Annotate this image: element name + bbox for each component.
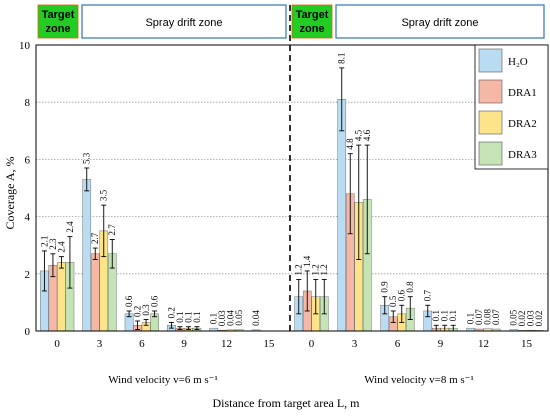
x-tick-label: 6	[139, 338, 145, 350]
legend: H₂O DRA1 DRA2 DRA3	[474, 44, 549, 170]
data-label: 0.1	[448, 310, 458, 321]
bar	[57, 262, 66, 332]
data-label: 2.3	[48, 238, 58, 250]
data-label: 0.1	[192, 311, 202, 322]
data-label: 2.1	[39, 236, 49, 247]
data-label: 0.6	[150, 295, 160, 307]
target-zone-label: Target	[42, 9, 75, 21]
data-label: 1.2	[294, 264, 304, 275]
data-label: 8.1	[337, 53, 347, 64]
data-label: 0.1	[466, 313, 476, 324]
data-label: 2.4	[56, 241, 66, 253]
y-tick-label: 10	[19, 40, 31, 52]
data-label: 2.7	[90, 232, 100, 244]
data-label: 4.8	[345, 138, 355, 150]
target-zone-label: zone	[45, 23, 70, 35]
data-label: 0.1	[175, 311, 185, 322]
y-tick-label: 2	[25, 269, 31, 281]
legend-label: DRA1	[508, 87, 537, 99]
data-label: 4.5	[354, 129, 364, 141]
legend-swatch	[478, 110, 503, 135]
data-label: 0.02	[517, 311, 527, 327]
x-tick-label: 9	[181, 338, 187, 350]
data-label: 0.2	[166, 307, 176, 318]
y-tick-label: 6	[25, 154, 31, 166]
legend-label: DRA2	[508, 118, 537, 130]
data-label: 0.03	[526, 310, 536, 326]
data-label: 0.3	[141, 304, 151, 316]
grid-lines	[36, 101, 548, 275]
target-zone-label: zone	[299, 23, 324, 35]
data-label: 0.04	[226, 310, 236, 326]
data-label: 0.1	[440, 310, 450, 321]
data-label: 0.6	[397, 290, 407, 302]
target-zone-label: Target	[296, 9, 329, 21]
x-tick-label: 3	[97, 338, 103, 350]
panel-footer-label: Wind velocity v=8 m s⁻¹	[364, 374, 474, 386]
data-label: 3.5	[99, 189, 109, 201]
data-label: 2.4	[65, 221, 75, 233]
drift-zone-box	[335, 4, 545, 39]
x-axis-label: Distance from target area L, m	[212, 396, 360, 410]
axis-labels: Coverage A, % Distance from target area …	[3, 157, 360, 410]
x-tick-label: 6	[395, 338, 401, 350]
data-label: 0.07	[474, 309, 484, 325]
data-label: 0.1	[431, 310, 441, 321]
bar	[90, 253, 100, 332]
legend-swatch	[478, 141, 503, 166]
x-tick-label: 9	[438, 338, 444, 350]
data-label: 0.04	[251, 310, 261, 326]
data-label: 0.05	[509, 309, 519, 325]
data-label: 0.05	[234, 309, 244, 325]
data-label: 0.7	[423, 290, 433, 302]
x-tick-label: 0	[54, 338, 60, 350]
data-label: 2.7	[107, 224, 117, 236]
legend-label: DRA3	[508, 149, 537, 161]
data-label: 0.5	[388, 295, 398, 307]
data-label: 0.1	[183, 311, 193, 322]
axes: 0 2 4 6 8 10 0 3 6 9 12 15 Wind velocity v=6 m s⁻¹ 0 3…	[19, 5, 549, 386]
bar	[82, 179, 92, 332]
data-label: 1.2	[311, 264, 321, 275]
data-label: 0.02	[534, 311, 544, 327]
x-tick-label: 15	[263, 338, 275, 350]
data-label: 0.07	[491, 309, 501, 325]
x-tick-label: 3	[352, 338, 358, 350]
data-label: 1.4	[302, 255, 312, 267]
data-label: 4.6	[362, 129, 372, 141]
x-tick-label: 0	[309, 338, 315, 350]
plot-frame	[35, 44, 549, 332]
data-label: 0.08	[483, 308, 493, 324]
bar-series: 2.12.32.42.45.32.73.52.70.60.20.30.60.20…	[39, 53, 544, 332]
data-label: 5.3	[82, 152, 92, 164]
data-label: 0.8	[405, 281, 415, 293]
y-axis-label: Coverage A, %	[3, 157, 17, 230]
y-tick-label: 8	[25, 97, 31, 109]
data-label: 0.9	[380, 281, 390, 293]
drift-zone-label: Spray drift zone	[401, 17, 478, 29]
zone-headers: Target zone Spray drift zone Target zone Spra…	[37, 4, 545, 39]
target-zone-box	[291, 4, 333, 39]
x-tick-label: 15	[521, 338, 533, 350]
data-label: 0.03	[217, 310, 227, 326]
x-tick-label: 12	[221, 338, 232, 350]
drift-zone-box	[81, 4, 287, 39]
data-label: 0.2	[133, 306, 143, 317]
target-zone-box	[37, 4, 79, 39]
drift-zone-label: Spray drift zone	[145, 17, 222, 29]
legend-swatch	[478, 48, 503, 73]
y-tick-label: 0	[25, 326, 31, 338]
panel-footer-label: Wind velocity v=6 m s⁻¹	[108, 374, 218, 386]
data-label: 1.2	[319, 264, 329, 275]
data-label: 0.6	[124, 295, 134, 307]
legend-swatch	[478, 79, 503, 104]
x-tick-label: 12	[478, 338, 489, 350]
legend-label: H₂O	[508, 56, 528, 68]
bar	[337, 99, 347, 332]
data-label: 0.1	[209, 313, 219, 324]
y-tick-label: 4	[25, 212, 31, 224]
